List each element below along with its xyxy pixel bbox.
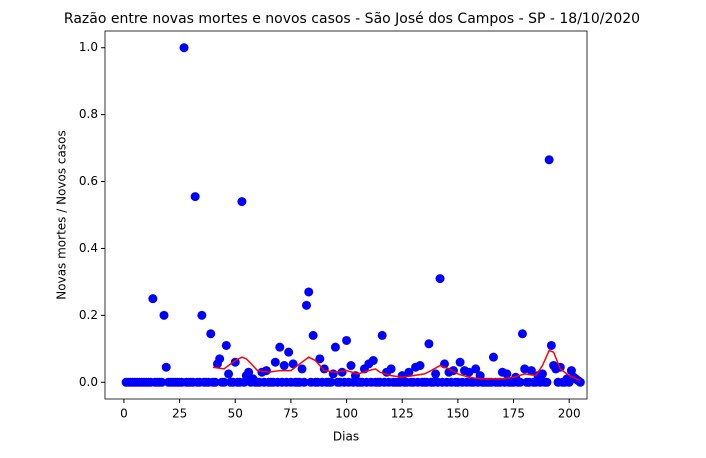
point bbox=[404, 367, 414, 377]
point bbox=[206, 329, 216, 339]
point bbox=[299, 377, 309, 387]
y-tick-label: 0.8 bbox=[79, 107, 98, 121]
point bbox=[435, 274, 445, 284]
point bbox=[455, 357, 465, 367]
point bbox=[215, 354, 225, 364]
point bbox=[415, 361, 425, 371]
point bbox=[179, 43, 189, 53]
point bbox=[386, 364, 396, 374]
point bbox=[301, 300, 311, 310]
point bbox=[542, 377, 552, 387]
point bbox=[275, 342, 285, 352]
point bbox=[197, 310, 207, 320]
point bbox=[424, 339, 434, 349]
point bbox=[279, 361, 289, 371]
point bbox=[304, 287, 314, 297]
point bbox=[526, 366, 536, 376]
x-tick-label: 50 bbox=[228, 407, 243, 421]
y-axis-label: Novas mortes / Novos casos bbox=[55, 130, 69, 299]
point bbox=[221, 340, 231, 350]
point bbox=[471, 364, 481, 374]
point bbox=[319, 364, 329, 374]
x-axis-label: Dias bbox=[333, 430, 359, 444]
point bbox=[537, 369, 547, 379]
x-tick-label: 0 bbox=[120, 407, 128, 421]
point bbox=[337, 367, 347, 377]
point bbox=[315, 354, 325, 364]
x-tick-label: 25 bbox=[172, 407, 187, 421]
point bbox=[237, 197, 247, 207]
y-tick-label: 0.2 bbox=[79, 308, 98, 322]
point bbox=[261, 366, 271, 376]
point bbox=[210, 377, 220, 387]
point bbox=[346, 361, 356, 371]
x-tick-label: 175 bbox=[502, 407, 525, 421]
point bbox=[368, 356, 378, 366]
point bbox=[219, 377, 229, 387]
point bbox=[224, 369, 234, 379]
point bbox=[502, 369, 512, 379]
point bbox=[326, 377, 336, 387]
x-tick-label: 200 bbox=[558, 407, 581, 421]
point bbox=[288, 359, 298, 369]
point bbox=[284, 347, 294, 357]
line bbox=[212, 349, 581, 382]
point bbox=[464, 367, 474, 377]
plot-frame bbox=[104, 30, 588, 400]
point bbox=[431, 369, 441, 379]
point bbox=[517, 329, 527, 339]
point bbox=[157, 377, 167, 387]
y-tick-label: 1.0 bbox=[79, 40, 98, 54]
point bbox=[377, 330, 387, 340]
y-tick-label: 0.6 bbox=[79, 174, 98, 188]
x-tick-label: 150 bbox=[446, 407, 469, 421]
x-tick-label: 75 bbox=[283, 407, 298, 421]
point bbox=[546, 340, 556, 350]
point bbox=[330, 342, 340, 352]
x-tick-label: 100 bbox=[335, 407, 358, 421]
chart-title: Razão entre novas mortes e novos casos -… bbox=[64, 11, 640, 27]
point bbox=[190, 192, 200, 202]
point bbox=[342, 335, 352, 345]
x-tick-label: 125 bbox=[391, 407, 414, 421]
point bbox=[544, 155, 554, 165]
point bbox=[159, 310, 169, 320]
point bbox=[297, 364, 307, 374]
point bbox=[308, 330, 318, 340]
point bbox=[244, 367, 254, 377]
y-tick-label: 0.0 bbox=[79, 375, 98, 389]
point bbox=[161, 362, 171, 372]
point bbox=[488, 352, 498, 362]
y-tick-label: 0.4 bbox=[79, 241, 98, 255]
point bbox=[515, 377, 525, 387]
point bbox=[270, 357, 280, 367]
point bbox=[148, 294, 158, 304]
